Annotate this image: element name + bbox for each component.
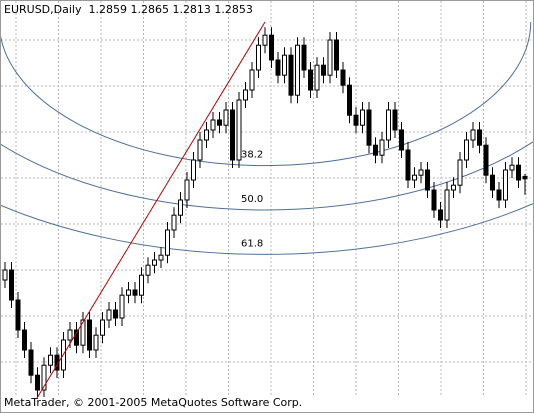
candle-body (366, 109, 372, 146)
candle-body (171, 214, 177, 231)
candle-body (399, 129, 404, 151)
candle-body (509, 164, 515, 171)
candle-body (353, 114, 359, 126)
candle-body (412, 174, 417, 181)
candle-body (139, 274, 144, 296)
candle-body (418, 169, 424, 176)
candle-body (204, 129, 209, 141)
candle-body (321, 64, 326, 76)
fib-label: 38.2 (241, 150, 263, 161)
candle-body (451, 184, 456, 191)
candle-body (360, 109, 365, 126)
candle-body (35, 374, 40, 391)
fib-arc (1, 21, 532, 167)
candle-body (490, 174, 495, 191)
candle-body (392, 109, 398, 131)
candle-body (327, 39, 333, 76)
candle-body (457, 159, 463, 186)
candle-body (243, 89, 248, 101)
candle-body (197, 139, 203, 161)
fib-arcs (1, 21, 533, 255)
candle-body (74, 329, 79, 346)
candle-body (217, 119, 222, 126)
candle-body (262, 34, 268, 46)
candle-body (100, 319, 105, 336)
fib-arc (1, 141, 533, 211)
candle-body (230, 109, 235, 161)
fib-arc (1, 203, 533, 255)
candle-body (444, 189, 450, 221)
candle-body (373, 144, 378, 156)
candle-body (314, 64, 320, 91)
candle-body (119, 294, 125, 319)
candle-body (275, 59, 281, 76)
candle-body (158, 254, 164, 261)
candle-body (496, 189, 502, 201)
candle-body (431, 189, 437, 211)
fib-label: 61.8 (241, 238, 263, 249)
candle-body (405, 149, 411, 181)
candle-body (126, 289, 131, 296)
candle-body (178, 199, 183, 216)
candle-body (503, 169, 508, 201)
candle-body (152, 259, 157, 266)
candle-body (191, 159, 196, 181)
chart-title: EURUSD,Daily 1.2859 1.2865 1.2813 1.2853 (4, 3, 253, 16)
candles (2, 27, 528, 397)
candle-body (67, 329, 73, 341)
candle-body (80, 319, 86, 346)
candle-body (522, 175, 528, 180)
candle-body (249, 69, 255, 91)
candle-body (301, 44, 307, 71)
candle-body (483, 144, 489, 176)
footer: MetaTrader, © 2001-2005 MetaQuotes Softw… (4, 396, 302, 409)
candle-body (464, 139, 469, 161)
candle-body (477, 129, 482, 146)
candle-body (210, 119, 216, 131)
candle-body (2, 269, 8, 281)
candle-body (9, 269, 14, 301)
candle-body (93, 334, 99, 351)
candle-body (113, 309, 118, 319)
candle-body (165, 229, 170, 256)
candle-body (425, 169, 430, 191)
candle-body (516, 164, 521, 181)
candle-body (340, 69, 346, 86)
candle-body (22, 329, 27, 351)
candle-body (282, 54, 287, 76)
candle-body (15, 299, 21, 331)
candle-body (87, 319, 92, 351)
candle-body (145, 264, 151, 276)
candle-body (48, 354, 53, 366)
candle-body (288, 54, 294, 96)
candle-body (269, 34, 274, 61)
candle-body (106, 309, 112, 321)
candle-body (308, 69, 313, 91)
trend-line (36, 21, 266, 399)
candle-body (236, 99, 242, 161)
candle-body (438, 209, 443, 221)
candle-body (379, 139, 385, 156)
candle-body (386, 109, 391, 141)
candle-body (132, 289, 138, 296)
candle-body (184, 179, 190, 201)
candle-body (223, 109, 229, 126)
candle-body (28, 349, 34, 376)
candle-body (347, 84, 352, 116)
candle-body (470, 129, 476, 141)
candle-body (256, 44, 261, 71)
candle-body (41, 364, 47, 391)
candle-body (334, 39, 339, 71)
fib-label: 50.0 (241, 194, 263, 205)
candle-body (295, 44, 300, 96)
